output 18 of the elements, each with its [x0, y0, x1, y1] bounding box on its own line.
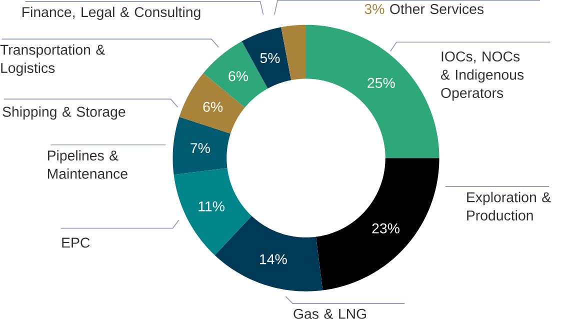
slice-label: Other Services	[390, 4, 484, 14]
data-label: 7%	[190, 143, 210, 154]
slice-label: IOCs, NOCs & Indigenous Operators	[440, 52, 524, 101]
slice-label: Finance, Legal & Consulting	[22, 6, 200, 20]
data-label: 6%	[228, 71, 248, 82]
slice-label: EPC	[62, 238, 90, 248]
slice-label: Pipelines & Maintenance	[48, 150, 128, 179]
data-label: 5%	[260, 53, 280, 64]
data-label: 23%	[372, 223, 400, 234]
data-label: 11%	[198, 201, 224, 212]
slice-label: Exploration & Production	[467, 192, 551, 221]
data-label: 3%	[364, 4, 384, 14]
slice-label: Shipping & Storage	[2, 106, 126, 120]
data-label: 25%	[368, 78, 395, 88]
data-label: 6%	[203, 102, 223, 112]
data-label: 14%	[260, 254, 287, 264]
slice-label: Gas & LNG	[294, 308, 366, 319]
slice-label: Transportation & Logistics	[0, 44, 105, 76]
